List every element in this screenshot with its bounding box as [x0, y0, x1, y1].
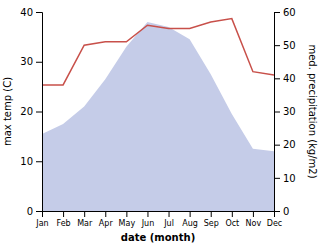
tick-mark [253, 211, 254, 217]
x-axis: Jan Feb Mar Apr May Jun Jul Aug Sep Oct Nov Dec [35, 211, 282, 228]
line [42, 19, 274, 85]
tick: 0 [274, 206, 289, 217]
tick-mark [274, 211, 280, 212]
tick-mark [36, 112, 42, 113]
axis-line [275, 13, 281, 212]
tick-label: Mar [77, 219, 93, 228]
tick-mark [147, 211, 148, 217]
tick: Dec [267, 211, 282, 228]
tick-label: Feb [57, 219, 71, 228]
tick-label: Oct [225, 219, 239, 228]
tick-label: 10 [20, 156, 33, 167]
tick-mark [274, 112, 280, 113]
tick-label: Nov [246, 219, 262, 228]
tick: 30 [20, 56, 42, 67]
tick: Oct [225, 211, 239, 228]
chart: JanFebMarAprMayJunJulAugSepOctNovDec0102… [0, 0, 318, 247]
tick: May [119, 211, 136, 228]
y2-axis-title: med. precipitation (kg/m2) [307, 44, 318, 178]
axis-line [36, 13, 43, 212]
tick: Feb [57, 211, 71, 228]
tick: 10 [20, 156, 42, 167]
tick-label: 0 [283, 206, 289, 217]
tick-label: Sep [204, 219, 219, 228]
tick-mark [211, 211, 212, 217]
y-axis-title: max temp (C) [2, 77, 13, 146]
tick: Apr [99, 211, 114, 228]
tick-mark [126, 211, 127, 217]
tick: 30 [274, 106, 296, 117]
tick-label: Apr [99, 219, 114, 228]
tick-mark [232, 211, 233, 217]
tick-label: 40 [283, 73, 296, 84]
tick-label: Jul [163, 219, 174, 228]
tick-label: Dec [267, 219, 282, 228]
tick-mark [36, 211, 42, 212]
tick-label: 60 [283, 7, 296, 18]
tick: Jun [141, 211, 155, 228]
tick-mark [274, 12, 280, 13]
tick: 10 [274, 173, 296, 184]
tick: Nov [246, 211, 262, 228]
tick: Mar [77, 211, 93, 228]
tick-label: 30 [20, 56, 33, 67]
y2-axis: 0 10 20 30 40 50 60 [274, 7, 296, 217]
tick-mark [274, 178, 280, 179]
tick-label: Jan [35, 219, 48, 228]
tick-label: 30 [283, 106, 296, 117]
plot-area [42, 19, 274, 211]
tick-label: Jun [141, 219, 155, 228]
y-axis: 0 10 20 30 40 [20, 7, 42, 217]
tick-mark [274, 145, 280, 146]
tick: Aug [182, 211, 198, 228]
x-axis-title: date (month) [121, 232, 195, 243]
tick-mark [36, 12, 42, 13]
tick-mark [169, 211, 170, 217]
tick-mark [105, 211, 106, 217]
tick: Jul [163, 211, 174, 228]
tick-mark [274, 78, 280, 79]
axis-line [43, 212, 275, 218]
tick-mark [36, 62, 42, 63]
tick: Jan [35, 211, 48, 228]
tick-mark [36, 161, 42, 162]
tick: 20 [20, 106, 42, 117]
tick-label: 20 [20, 106, 33, 117]
tick: 40 [274, 73, 296, 84]
tick-label: 40 [20, 7, 33, 18]
tick: 60 [274, 7, 296, 18]
area [42, 22, 274, 211]
tick-label: 10 [283, 173, 296, 184]
tick-mark [84, 211, 85, 217]
tick-mark [63, 211, 64, 217]
tick-mark [274, 45, 280, 46]
tick-label: 50 [283, 40, 296, 51]
tick: 40 [20, 7, 42, 18]
tick: Sep [204, 211, 219, 228]
tick-label: May [119, 219, 136, 228]
tick-label: 20 [283, 139, 296, 150]
tick: 50 [274, 40, 296, 51]
tick-label: 0 [27, 206, 33, 217]
tick-mark [190, 211, 191, 217]
tick-label: Aug [182, 219, 198, 228]
tick: 20 [274, 139, 296, 150]
tick: 0 [27, 206, 42, 217]
